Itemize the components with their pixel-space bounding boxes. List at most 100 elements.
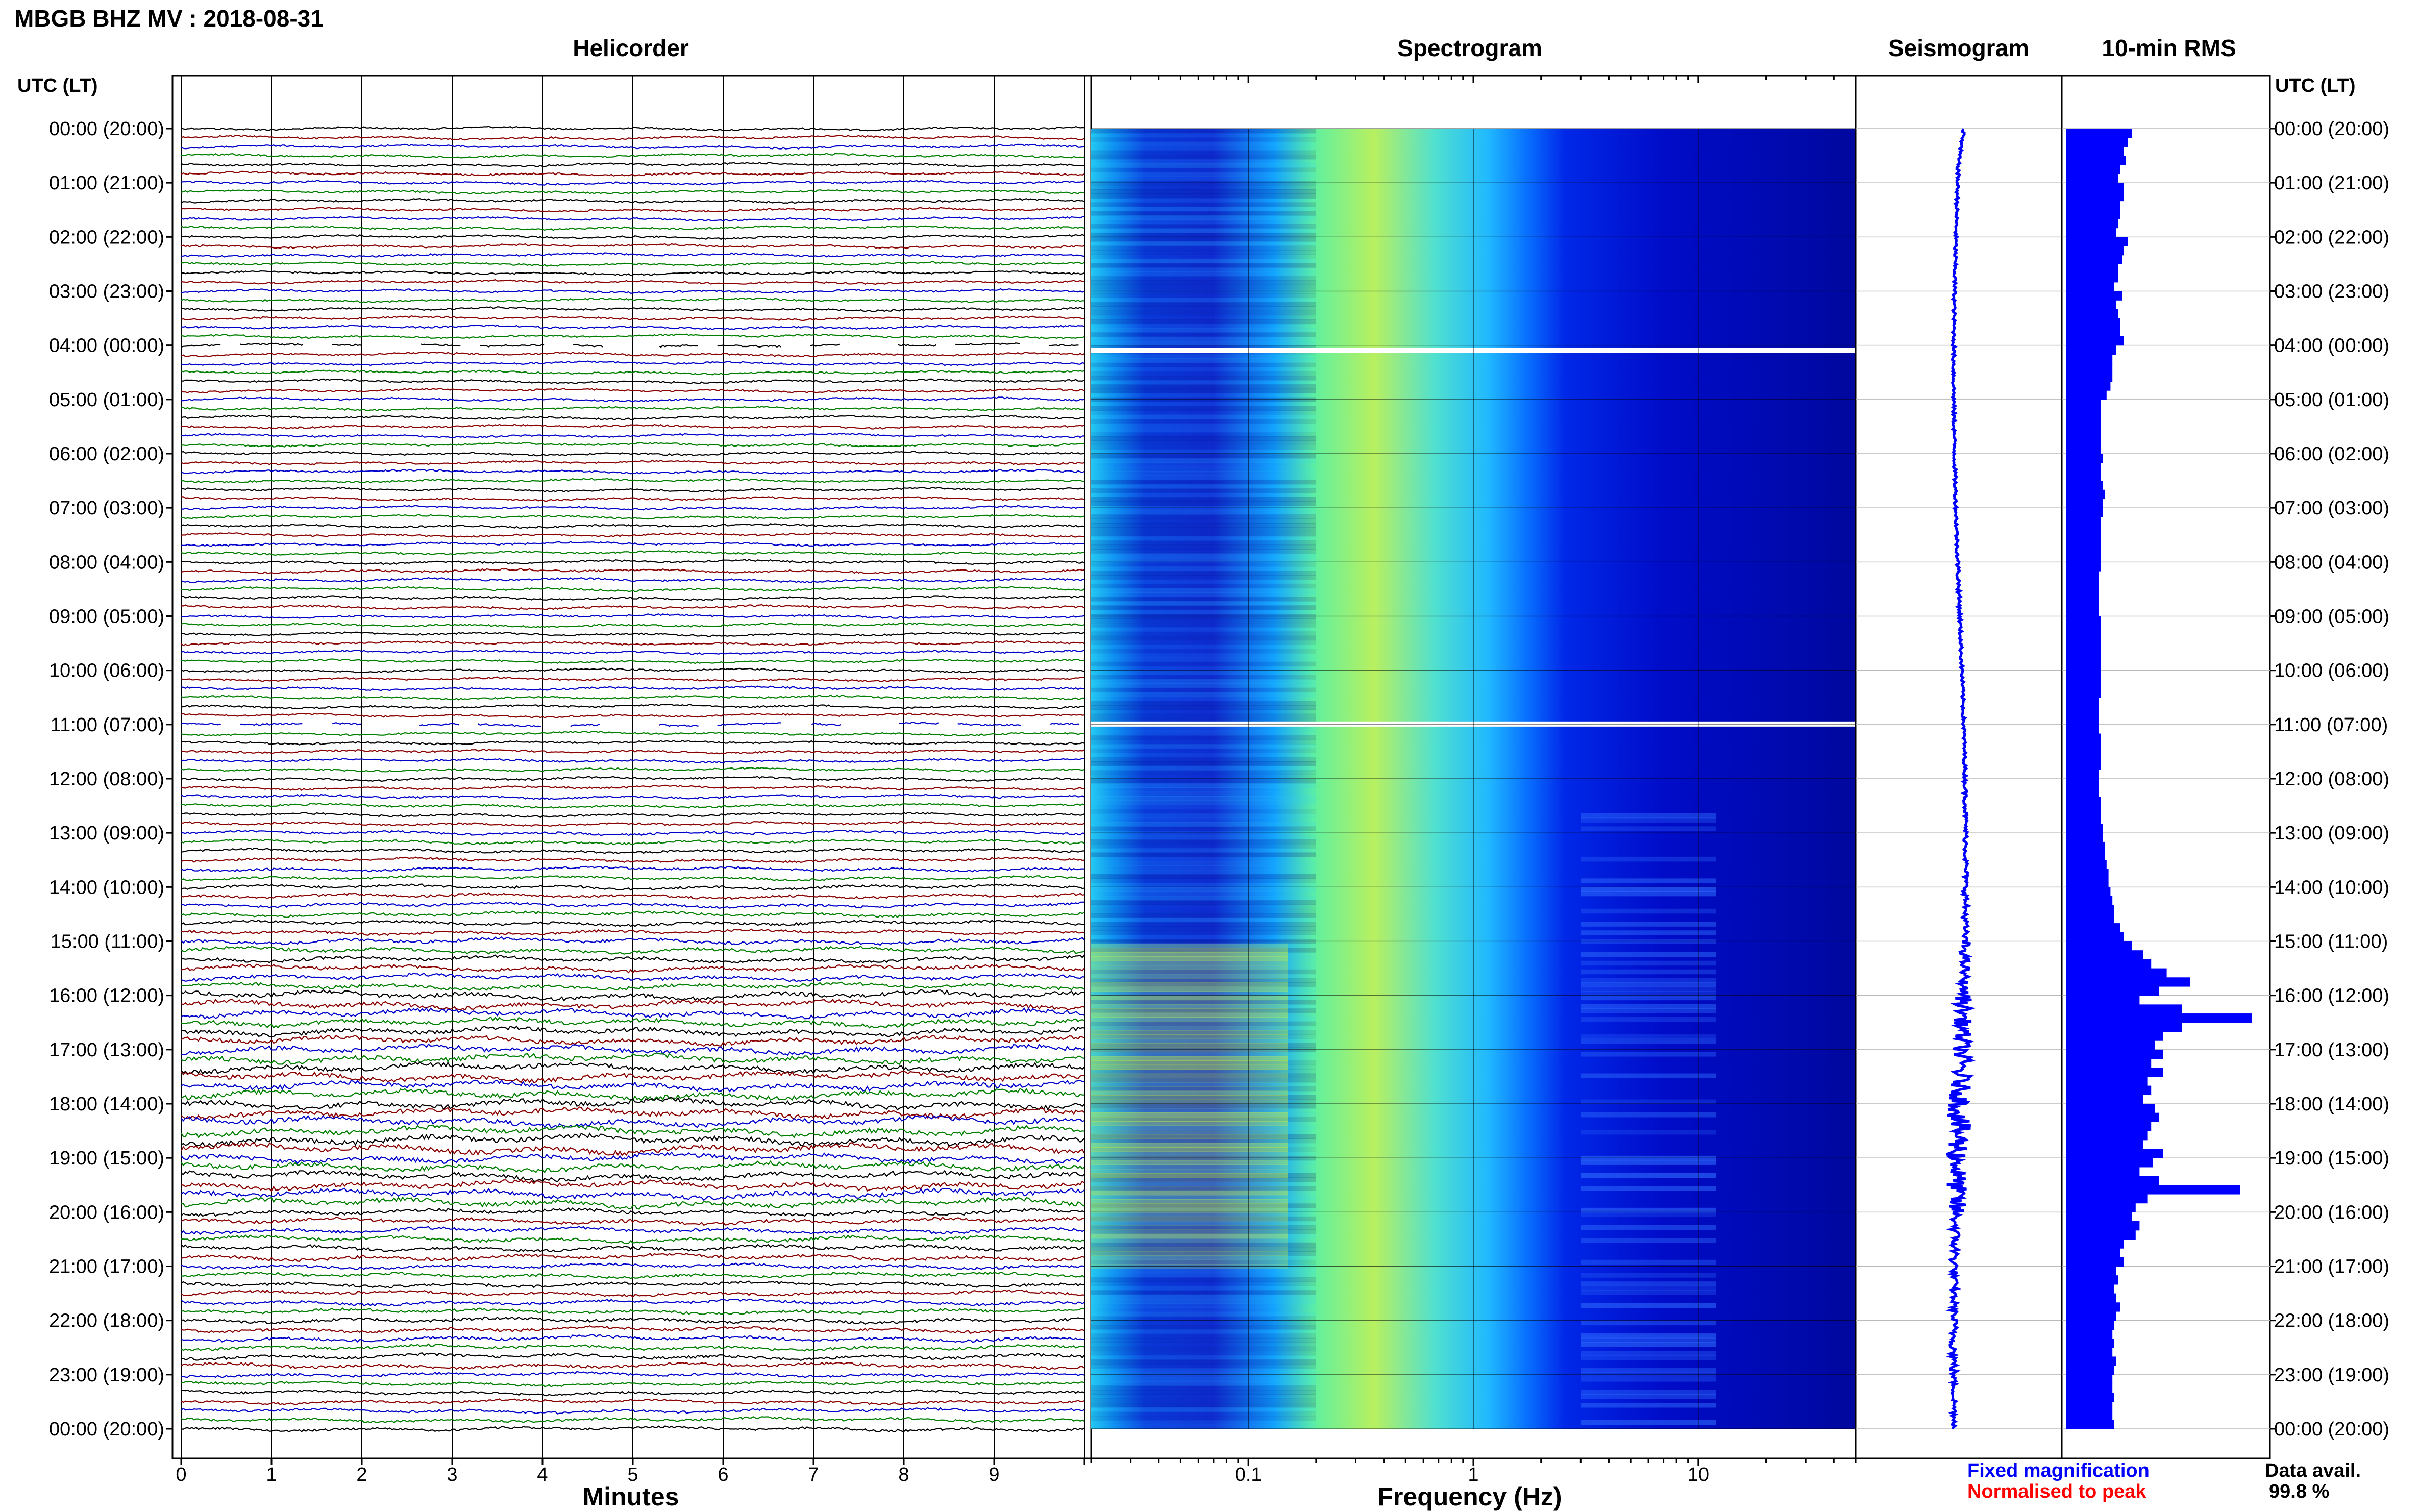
helicorder-x-tick-label: 3 <box>447 1464 457 1485</box>
spectrogram-row <box>1091 276 1316 281</box>
spectrogram-energy <box>1581 1017 1716 1022</box>
spectrogram-energy <box>1091 1229 1288 1234</box>
spectrogram-row <box>1091 852 1316 857</box>
rms-bar <box>2066 715 2099 725</box>
spectrogram-row <box>1091 1095 1316 1100</box>
rms-bar <box>2066 435 2101 445</box>
rms-bar <box>2066 309 2118 319</box>
spectrogram-energy <box>1091 1086 1288 1092</box>
spectrogram-row <box>1091 683 1316 688</box>
spectrogram-row <box>1091 865 1316 871</box>
spectrogram-row <box>1091 770 1316 775</box>
rms-bar <box>2066 381 2111 391</box>
spectrogram-energy <box>1581 1320 1716 1326</box>
spectrogram-row <box>1091 358 1316 363</box>
rms-bar <box>2066 1410 2113 1420</box>
rms-bar <box>2066 625 2101 635</box>
time-label-left: 07:00 (03:00) <box>49 498 164 519</box>
helicorder-trace <box>181 803 1085 809</box>
helicorder-trace <box>181 640 1085 647</box>
spectrogram-row <box>1091 575 1316 580</box>
rms-bar <box>2066 589 2099 599</box>
helicorder-trace <box>181 1178 1085 1192</box>
spectrogram-energy <box>1091 1104 1288 1109</box>
spectrogram-row <box>1091 159 1316 164</box>
spectrogram-row <box>1091 197 1316 203</box>
time-label-right: 12:00 (08:00) <box>2274 769 2389 790</box>
time-label-left: 05:00 (01:00) <box>49 389 164 411</box>
time-label-right: 23:00 (19:00) <box>2274 1365 2389 1386</box>
spectrogram-energy <box>1091 1199 1288 1204</box>
spectrogram-energy <box>1581 978 1716 983</box>
spectrogram-row <box>1091 787 1316 792</box>
spectrogram-row <box>1091 739 1316 745</box>
spectrogram-row <box>1091 709 1316 714</box>
spectrogram-energy <box>1091 1038 1288 1044</box>
rms-bar <box>2066 156 2126 165</box>
rms-bar <box>2066 841 2105 852</box>
spectrogram-row <box>1091 913 1316 918</box>
spectrogram-row <box>1091 1316 1316 1321</box>
spectrogram-row <box>1091 1325 1316 1330</box>
spectrogram-row <box>1091 1424 1316 1429</box>
spectrogram-row <box>1091 1186 1316 1191</box>
spectrogram-row <box>1091 661 1316 667</box>
spectrogram-row <box>1091 1017 1316 1022</box>
helicorder-trace <box>181 1132 1085 1147</box>
time-label-left: 02:00 (22:00) <box>49 227 164 248</box>
time-label-right: 17:00 (13:00) <box>2274 1039 2389 1061</box>
helicorder-trace <box>181 1352 1085 1361</box>
spectrogram-row <box>1091 150 1316 155</box>
spectrogram-row <box>1091 882 1316 888</box>
seismogram-header: Seismogram <box>1888 35 2029 61</box>
rms-bar <box>2066 1293 2116 1303</box>
time-label-right: 19:00 (15:00) <box>2274 1148 2389 1169</box>
spectrogram-row <box>1091 926 1316 931</box>
spectrogram-row <box>1091 844 1316 849</box>
spectrogram-row <box>1091 1164 1316 1170</box>
spectrogram-energy <box>1581 1238 1716 1243</box>
helicorder-trace <box>181 487 1085 493</box>
spectrogram-energy <box>1091 1203 1288 1208</box>
spectrogram-row <box>1091 783 1316 788</box>
helicorder-trace <box>181 306 1085 312</box>
helicorder-trace <box>181 1371 1085 1378</box>
spectrogram-energy <box>1091 1008 1288 1013</box>
spectrogram-energy <box>1091 1108 1288 1113</box>
helicorder-trace <box>181 1425 1085 1432</box>
helicorder-trace <box>181 189 1085 195</box>
helicorder-trace <box>181 1034 1085 1047</box>
spectrogram-row <box>1091 1346 1316 1352</box>
spectrogram-row <box>1091 319 1316 325</box>
rms-bar <box>2066 1203 2136 1212</box>
spectrogram-row <box>1091 540 1316 546</box>
spectrogram-row <box>1091 167 1316 172</box>
helicorder-trace <box>181 559 1085 565</box>
helicorder-trace <box>181 360 1085 366</box>
rms-bar <box>2066 869 2109 879</box>
spectrogram-row <box>1091 735 1316 740</box>
spectrogram-row <box>1091 1069 1316 1074</box>
spectrogram-xlabel: Frequency (Hz) <box>1377 1482 1562 1511</box>
helicorder-trace <box>181 739 1085 746</box>
spectrogram-energy <box>1091 1212 1288 1217</box>
rms-bar <box>2066 210 2120 219</box>
rms-bar <box>2066 580 2099 590</box>
helicorder-trace <box>181 460 1085 466</box>
spectrogram-energy <box>1091 1112 1288 1118</box>
helicorder-trace <box>181 1280 1085 1288</box>
helicorder-trace <box>181 162 1085 168</box>
rms-bar <box>2066 318 2120 328</box>
spectrogram-energy <box>1581 1112 1716 1118</box>
spectrogram-row <box>1091 298 1316 303</box>
seismogram-trace <box>1945 128 1976 1430</box>
helicorder-x-tick-label: 1 <box>266 1464 277 1485</box>
helicorder-trace <box>181 694 1085 701</box>
spectrogram-energy <box>1091 1021 1288 1027</box>
helicorder-trace <box>181 315 1085 321</box>
helicorder-trace <box>181 1071 1085 1084</box>
helicorder-trace <box>181 981 1085 991</box>
spectrogram-energy <box>1581 969 1716 975</box>
rms-bar <box>2066 950 2143 960</box>
spectrogram-energy <box>1581 1225 1716 1230</box>
